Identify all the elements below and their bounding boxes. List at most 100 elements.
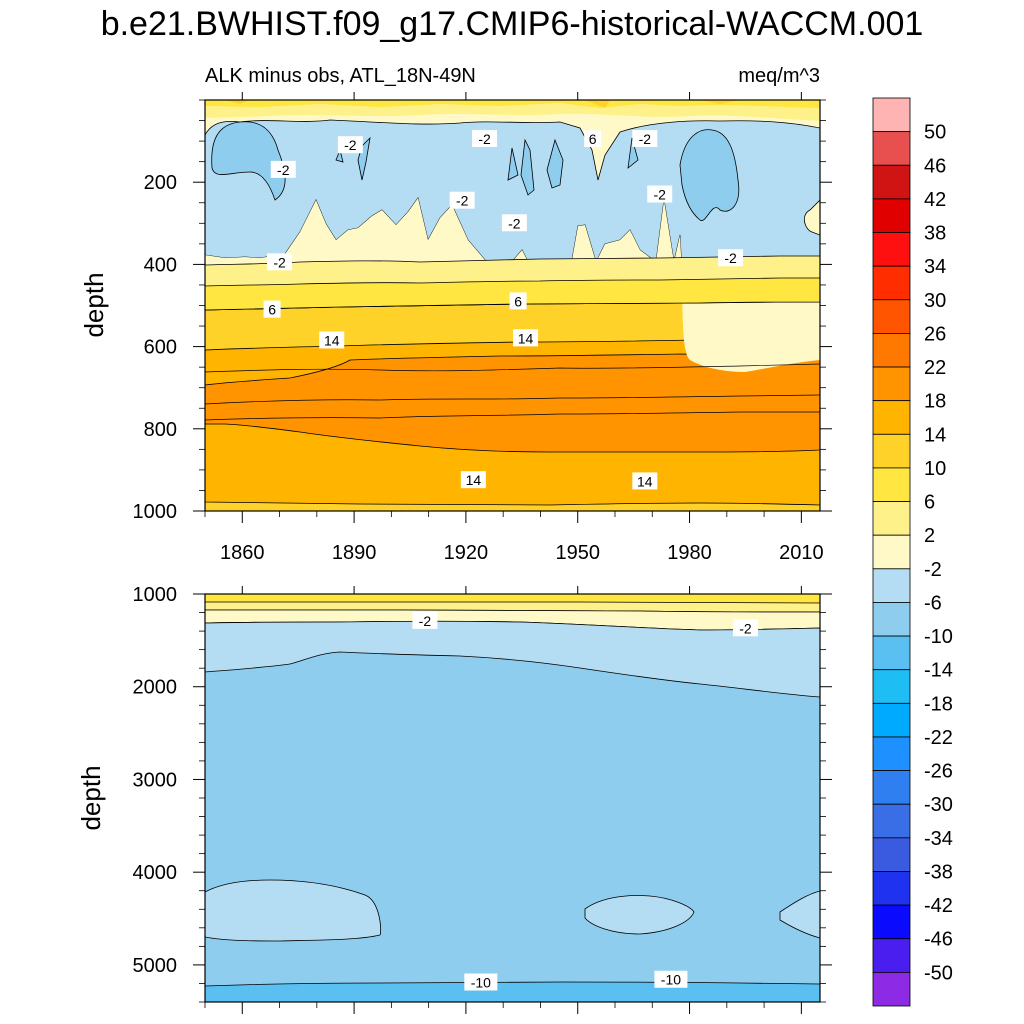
colorbar-label: -10 [924, 626, 953, 648]
contour-label: 6 [509, 292, 527, 310]
colorbar-swatch [872, 971, 911, 1007]
contour-label-text: 6 [268, 302, 276, 318]
lower-panel: depth 1000 2000 3000 4000 5000 -2 -2 -10 -10 [76, 584, 832, 1014]
y-tick-label: 400 [144, 254, 177, 276]
lower-band-m10-m14 [205, 981, 820, 1002]
contour-label-text: -2 [724, 250, 737, 266]
contour-label: 14 [319, 331, 345, 349]
colorbar-swatch [872, 198, 911, 233]
colorbar-swatch [872, 803, 911, 839]
x-tick-label: 1920 [444, 542, 489, 564]
contour-label-text: -2 [739, 620, 752, 636]
colorbar-label: 10 [924, 458, 946, 480]
contour-label-box [632, 472, 658, 490]
contour-label-box [319, 331, 345, 349]
contour-label-box [464, 973, 498, 991]
contour-label-box [732, 619, 758, 637]
colorbar-label: 46 [924, 155, 946, 177]
contour-label: 14 [513, 329, 539, 347]
colorbar-swatch [872, 736, 911, 771]
contour-label: -2 [732, 619, 758, 637]
band-18-22 [205, 353, 820, 453]
x-tick-label: 1950 [555, 542, 600, 564]
contour-label-box [501, 214, 527, 232]
contour-label-text: -2 [419, 613, 432, 629]
y-tick-label: 3000 [133, 769, 178, 791]
contour-label-text: -2 [639, 131, 652, 147]
figure-title: b.e21.BWHIST.f09_g17.CMIP6-historical-WA… [101, 5, 924, 43]
colorbar-label: -34 [924, 828, 953, 850]
contour-label-text: -2 [344, 137, 357, 153]
colorbar-label: -2 [924, 559, 942, 581]
lower-field [205, 594, 820, 1002]
contour-label-text: -2 [273, 254, 286, 270]
colorbar-swatch [872, 400, 911, 435]
contour-label-box [513, 329, 539, 347]
upper-contour-labels: -2 -2 6 -2 -2 -2 -2 -2 -2 -2 6 6 14 14 14 14 [263, 130, 744, 490]
colorbar-label: -6 [924, 592, 942, 614]
contour-label-text: 6 [589, 131, 597, 147]
y-tick-label: 1000 [133, 501, 178, 523]
y-tick-label: 4000 [133, 862, 178, 884]
colorbar-swatch [872, 837, 911, 872]
contour-label-box [647, 185, 673, 203]
colorbar-swatch [872, 97, 911, 133]
contour-label-text: 14 [637, 473, 653, 489]
colorbar-label: -26 [924, 761, 953, 783]
contour-label-box [718, 249, 744, 267]
colorbar-label: -42 [924, 895, 953, 917]
y-tick-label: 5000 [133, 955, 178, 977]
x-tick-label: 1860 [220, 542, 265, 564]
lower-band-m2-m6 [205, 620, 820, 698]
contour-label-text: 14 [518, 330, 534, 346]
colorbar-swatch [872, 534, 911, 570]
colorbar-label: 18 [924, 391, 946, 413]
colorbar-label: 30 [924, 290, 946, 312]
deep-pocket-left [205, 879, 382, 942]
colorbar-label: 14 [924, 424, 946, 446]
contour-label: -2 [412, 611, 438, 629]
contour-label-box [472, 130, 498, 148]
colorbar-label: 42 [924, 189, 946, 211]
upper-panel: ALK minus obs, ATL_18N-49N meq/m^3 depth… [79, 65, 832, 564]
y-tick-label: 1000 [133, 584, 178, 606]
lower-axis-ticks: 1000 2000 3000 4000 5000 [133, 584, 832, 1014]
colorbar-swatch [872, 131, 911, 166]
upper-y-axis-label: depth [79, 272, 109, 337]
colorbar-label: -18 [924, 693, 953, 715]
upper-units-label: meq/m^3 [738, 65, 820, 87]
contour-label-box [460, 471, 486, 489]
colorbar-label: 2 [924, 525, 935, 547]
contour-label-box [449, 191, 475, 209]
colorbar-swatch [872, 938, 911, 973]
y-tick-label: 600 [144, 337, 177, 359]
colorbar-label: -46 [924, 929, 953, 951]
colorbar-swatch [872, 904, 911, 940]
lower-contour-labels: -2 -2 -10 -10 [412, 611, 758, 991]
contour-label-box [412, 611, 438, 629]
contour-label-text: 14 [324, 332, 340, 348]
contour-label: -2 [501, 214, 527, 232]
upper-panel-title: ALK minus obs, ATL_18N-49N [205, 65, 476, 87]
colorbar-label: 34 [924, 256, 946, 278]
contour-label-text: -2 [654, 187, 667, 203]
deep-pocket-right [779, 890, 820, 939]
contour-label: 6 [263, 300, 281, 318]
contour-label-text: 6 [514, 293, 522, 309]
upper-negative-pockets [211, 121, 740, 221]
colorbar-label: -22 [924, 727, 953, 749]
contour-label-text: -2 [277, 162, 290, 178]
colorbar-label: 38 [924, 223, 946, 245]
y-tick-label: 200 [144, 172, 177, 194]
colorbar-swatch [872, 669, 911, 704]
contour-label-box [270, 160, 296, 178]
colorbar-swatch [872, 568, 911, 603]
colorbar-swatch [872, 602, 911, 637]
contour-label: 14 [460, 471, 486, 489]
contour-label-box [654, 970, 688, 988]
contour-label-box [632, 130, 658, 148]
colorbar-label: -50 [924, 962, 953, 984]
contour-label: 14 [632, 472, 658, 490]
colorbar-swatch [872, 635, 911, 671]
